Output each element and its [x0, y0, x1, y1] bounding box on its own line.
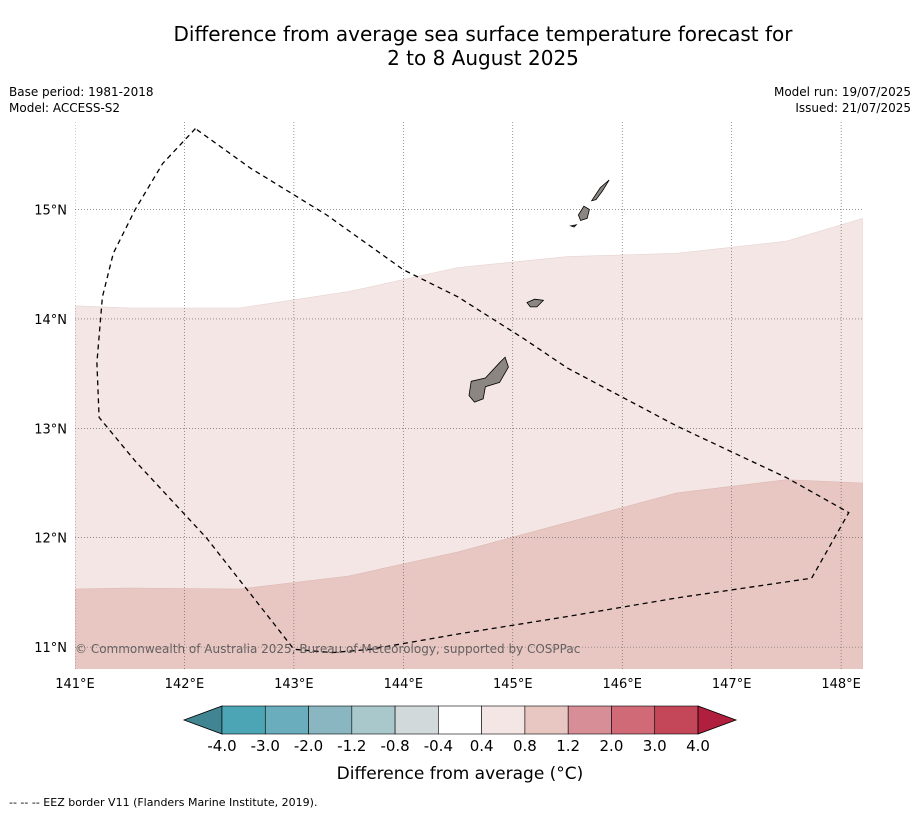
- colorbar-segment: [308, 705, 353, 735]
- x-tick-label: 142°E: [165, 677, 205, 692]
- colorbar-tick-label: -2.0: [294, 737, 323, 755]
- x-tick-label: 143°E: [274, 677, 314, 692]
- title-line-1: Difference from average sea surface temp…: [173, 22, 793, 46]
- colorbar-segment: [567, 705, 612, 735]
- x-tick-label: 144°E: [384, 677, 424, 692]
- colorbar-tick-label: 3.0: [643, 737, 667, 755]
- colorbar-segment: [481, 705, 526, 735]
- map-title: Difference from average sea surface temp…: [0, 22, 919, 70]
- meta-left: Base period: 1981-2018 Model: ACCESS-S2: [9, 84, 154, 116]
- x-tick-label: 141°E: [55, 677, 95, 692]
- map-plot-area: [75, 122, 863, 669]
- model-run: Model run: 19/07/2025: [773, 85, 911, 99]
- island-landmass: [569, 224, 578, 228]
- colorbar-extend-low: [182, 705, 223, 735]
- map-figure: 141°E 142°E 143°E 144°E 145°E 146°E 147°E 148°E…: [34, 122, 863, 755]
- colorbar-tick-label: -1.2: [337, 737, 366, 755]
- copyright-text: © Commonwealth of Australia 2025, Bureau…: [75, 642, 580, 656]
- colorbar-tick-label: 2.0: [600, 737, 624, 755]
- y-tick-label: 14°N: [34, 313, 67, 328]
- model-name: Model: ACCESS-S2: [9, 101, 121, 115]
- colorbar-segment: [524, 705, 569, 735]
- colorbar-extend-high: [697, 705, 738, 735]
- colorbar-segment: [611, 705, 656, 735]
- y-tick-label: 11°N: [34, 641, 67, 656]
- island-landmass: [468, 356, 509, 403]
- y-tick-label: 12°N: [34, 532, 67, 547]
- colorbar: -4.0 -3.0 -2.0 -1.2 -0.8 -0.4 0.4 0.8 1.2 2.0 3.0 4…: [182, 705, 738, 755]
- island-landmass: [577, 205, 590, 221]
- eez-footnote: -- -- -- EEZ border V11 (Flanders Marine…: [9, 796, 318, 809]
- x-tick-label: 145°E: [493, 677, 533, 692]
- colorbar-tick-label: 1.2: [556, 737, 580, 755]
- x-tick-label: 147°E: [712, 677, 752, 692]
- colorbar-tick-label: -0.4: [424, 737, 453, 755]
- x-tick-label: 146°E: [602, 677, 642, 692]
- title-line-2: 2 to 8 August 2025: [387, 46, 579, 70]
- eez-border-line: [96, 128, 850, 654]
- y-tick-label: 15°N: [34, 204, 67, 219]
- colorbar-tick-label: -0.8: [380, 737, 409, 755]
- colorbar-segment: [221, 705, 266, 735]
- anomaly-band-0.8-1.2: [75, 479, 863, 669]
- colorbar-tick-label: 4.0: [686, 737, 710, 755]
- island-landmass: [590, 179, 610, 202]
- colorbar-tick-label: 0.8: [513, 737, 537, 755]
- colorbar-segment: [438, 705, 482, 735]
- colorbar-segment: [394, 705, 439, 735]
- colorbar-title: Difference from average (°C): [336, 764, 584, 784]
- y-tick-label: 13°N: [34, 422, 67, 437]
- colorbar-segment: [351, 705, 396, 735]
- map-axes: 141°E 142°E 143°E 144°E 145°E 146°E 147°E 148°E…: [34, 204, 861, 692]
- colorbar-segment: [654, 705, 699, 735]
- colorbar-tick-label: 0.4: [470, 737, 494, 755]
- meta-right: Model run: 19/07/2025 Issued: 21/07/2025: [774, 84, 911, 116]
- colorbar-tick-label: -3.0: [251, 737, 280, 755]
- base-period: Base period: 1981-2018: [9, 85, 154, 99]
- issued-date: Issued: 21/07/2025: [795, 101, 911, 115]
- colorbar-tick-label: -4.0: [207, 737, 236, 755]
- x-tick-label: 148°E: [821, 677, 861, 692]
- colorbar-segment: [264, 705, 309, 735]
- island-landmass: [526, 298, 545, 308]
